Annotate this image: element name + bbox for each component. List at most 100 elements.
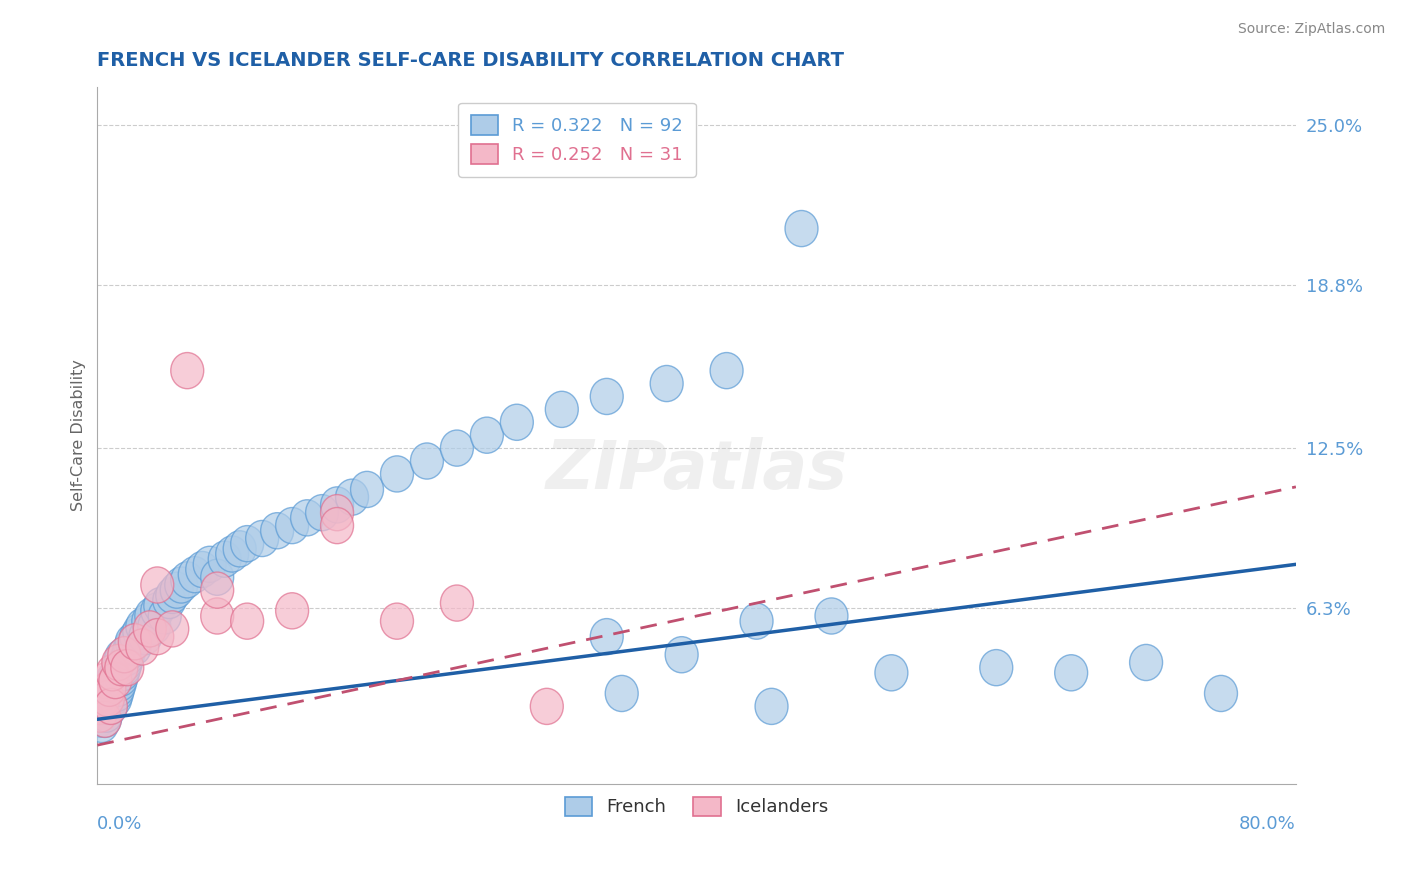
Text: FRENCH VS ICELANDER SELF-CARE DISABILITY CORRELATION CHART: FRENCH VS ICELANDER SELF-CARE DISABILITY… xyxy=(97,51,845,70)
Ellipse shape xyxy=(381,603,413,640)
Ellipse shape xyxy=(546,392,578,427)
Ellipse shape xyxy=(141,567,174,603)
Ellipse shape xyxy=(107,655,139,691)
Ellipse shape xyxy=(1054,655,1088,691)
Ellipse shape xyxy=(122,614,156,649)
Text: 80.0%: 80.0% xyxy=(1239,815,1296,833)
Y-axis label: Self-Care Disability: Self-Care Disability xyxy=(72,359,86,511)
Ellipse shape xyxy=(1205,675,1237,712)
Ellipse shape xyxy=(86,681,118,716)
Ellipse shape xyxy=(98,665,132,701)
Ellipse shape xyxy=(89,701,121,738)
Ellipse shape xyxy=(100,655,134,691)
Ellipse shape xyxy=(170,352,204,389)
Ellipse shape xyxy=(90,663,122,698)
Ellipse shape xyxy=(108,649,141,686)
Ellipse shape xyxy=(231,603,264,640)
Ellipse shape xyxy=(740,603,773,640)
Ellipse shape xyxy=(93,667,125,704)
Ellipse shape xyxy=(118,624,152,660)
Ellipse shape xyxy=(208,541,242,577)
Ellipse shape xyxy=(83,689,115,724)
Ellipse shape xyxy=(665,637,699,673)
Ellipse shape xyxy=(135,598,167,634)
Ellipse shape xyxy=(179,557,211,593)
Ellipse shape xyxy=(91,675,124,712)
Ellipse shape xyxy=(336,479,368,516)
Ellipse shape xyxy=(276,593,308,629)
Ellipse shape xyxy=(84,689,117,724)
Ellipse shape xyxy=(134,611,166,647)
Ellipse shape xyxy=(91,681,124,716)
Ellipse shape xyxy=(97,675,131,712)
Ellipse shape xyxy=(89,689,121,724)
Ellipse shape xyxy=(86,706,118,742)
Ellipse shape xyxy=(1129,644,1163,681)
Ellipse shape xyxy=(138,608,170,644)
Ellipse shape xyxy=(125,608,159,644)
Ellipse shape xyxy=(87,675,120,712)
Ellipse shape xyxy=(381,456,413,492)
Ellipse shape xyxy=(875,655,908,691)
Ellipse shape xyxy=(440,430,474,467)
Ellipse shape xyxy=(91,689,124,724)
Ellipse shape xyxy=(125,629,159,665)
Ellipse shape xyxy=(94,689,128,724)
Ellipse shape xyxy=(411,443,443,479)
Ellipse shape xyxy=(96,681,129,716)
Ellipse shape xyxy=(141,618,174,655)
Ellipse shape xyxy=(170,562,204,598)
Ellipse shape xyxy=(193,546,226,582)
Ellipse shape xyxy=(87,691,120,727)
Ellipse shape xyxy=(101,670,135,706)
Ellipse shape xyxy=(231,525,264,562)
Ellipse shape xyxy=(148,598,181,634)
Ellipse shape xyxy=(156,611,188,647)
Ellipse shape xyxy=(90,681,122,716)
Ellipse shape xyxy=(87,681,120,716)
Ellipse shape xyxy=(96,663,129,698)
Ellipse shape xyxy=(260,513,294,549)
Ellipse shape xyxy=(160,572,193,608)
Ellipse shape xyxy=(605,675,638,712)
Ellipse shape xyxy=(100,675,134,712)
Ellipse shape xyxy=(591,378,623,415)
Ellipse shape xyxy=(980,649,1012,686)
Ellipse shape xyxy=(153,582,186,618)
Ellipse shape xyxy=(93,683,125,719)
Ellipse shape xyxy=(129,618,162,655)
Ellipse shape xyxy=(84,696,117,732)
Ellipse shape xyxy=(141,593,174,629)
Ellipse shape xyxy=(501,404,533,441)
Ellipse shape xyxy=(321,508,353,543)
Ellipse shape xyxy=(755,689,787,724)
Ellipse shape xyxy=(305,494,339,531)
Ellipse shape xyxy=(321,494,353,531)
Text: 0.0%: 0.0% xyxy=(97,815,143,833)
Ellipse shape xyxy=(115,624,148,660)
Ellipse shape xyxy=(156,577,188,614)
Ellipse shape xyxy=(108,637,141,673)
Ellipse shape xyxy=(815,598,848,634)
Ellipse shape xyxy=(132,603,165,640)
Ellipse shape xyxy=(111,649,143,686)
Ellipse shape xyxy=(118,629,152,665)
Ellipse shape xyxy=(112,634,145,670)
Ellipse shape xyxy=(591,618,623,655)
Ellipse shape xyxy=(291,500,323,536)
Ellipse shape xyxy=(165,567,198,603)
Ellipse shape xyxy=(104,644,136,681)
Ellipse shape xyxy=(201,572,233,608)
Ellipse shape xyxy=(215,536,249,572)
Ellipse shape xyxy=(89,701,121,738)
Text: ZIPatlas: ZIPatlas xyxy=(546,437,848,503)
Ellipse shape xyxy=(98,663,132,698)
Ellipse shape xyxy=(93,670,125,706)
Ellipse shape xyxy=(710,352,744,389)
Ellipse shape xyxy=(201,559,233,595)
Ellipse shape xyxy=(114,629,146,665)
Ellipse shape xyxy=(471,417,503,453)
Legend: French, Icelanders: French, Icelanders xyxy=(558,789,835,823)
Ellipse shape xyxy=(201,598,233,634)
Ellipse shape xyxy=(110,644,142,681)
